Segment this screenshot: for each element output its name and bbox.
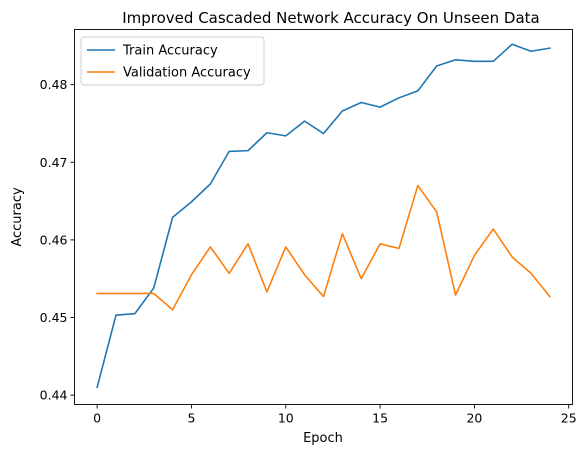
y-tick-label: 0.45 — [40, 310, 68, 325]
legend-entry-label: Train Accuracy — [122, 44, 218, 59]
validation-accuracy-line — [96, 184, 551, 311]
x-tick-label: 5 — [187, 411, 195, 426]
y-tick-label: 0.46 — [40, 232, 68, 247]
train-accuracy-line — [96, 43, 551, 389]
x-tick-label: 0 — [93, 411, 101, 426]
x-tick-label: 25 — [561, 411, 577, 426]
plot-area — [74, 29, 573, 405]
series-layer — [96, 43, 551, 389]
legend-entry-label: Validation Accuracy — [123, 66, 251, 81]
legend-box — [80, 36, 265, 86]
y-tick-label: 0.44 — [40, 388, 68, 403]
y-tick-label: 0.48 — [40, 77, 68, 92]
x-tick-label: 15 — [372, 411, 388, 426]
legend: Train Accuracy Validation Accuracy — [80, 36, 265, 86]
x-axis-label: Epoch — [303, 431, 343, 446]
ticks-layer: 0 5 10 15 20 25 0.44 0.45 0.46 0.47 0.48 — [40, 77, 577, 425]
x-tick-label: 20 — [466, 411, 482, 426]
plot-frame — [74, 29, 573, 405]
y-tick-label: 0.47 — [40, 155, 68, 170]
chart-title: Improved Cascaded Network Accuracy On Un… — [122, 9, 540, 27]
x-tick-label: 10 — [278, 411, 294, 426]
y-axis-label: Accuracy — [10, 187, 25, 247]
